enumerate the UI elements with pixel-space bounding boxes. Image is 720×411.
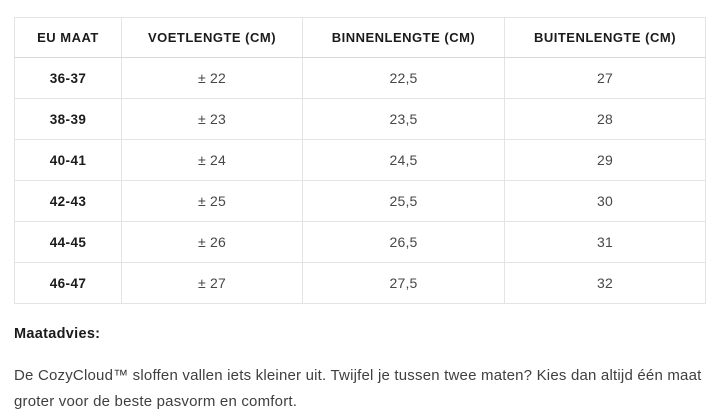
buitenlengte-cell: 30	[504, 180, 706, 222]
voetlengte-cell: ± 25	[121, 180, 303, 222]
table-header-row: EU MAAT VOETLENGTE (CM) BINNENLENGTE (CM…	[14, 17, 706, 58]
buitenlengte-cell: 29	[504, 139, 706, 181]
table-row: 44-45 ± 26 26,5 31	[14, 221, 706, 263]
binnenlengte-cell: 25,5	[302, 180, 505, 222]
voetlengte-cell: ± 24	[121, 139, 303, 181]
advice-heading: Maatadvies:	[14, 326, 101, 342]
header-buitenlengte: BUITENLENGTE (CM)	[504, 17, 706, 58]
buitenlengte-cell: 31	[504, 221, 706, 263]
buitenlengte-cell: 32	[504, 262, 706, 304]
size-cell: 46-47	[14, 262, 122, 304]
table-row: 42-43 ± 25 25,5 30	[14, 180, 706, 222]
size-advice-section: Maatadvies: De CozyCloud™ sloffen vallen…	[14, 326, 705, 411]
header-voetlengte: VOETLENGTE (CM)	[121, 17, 303, 58]
voetlengte-cell: ± 23	[121, 98, 303, 140]
buitenlengte-cell: 27	[504, 57, 706, 99]
binnenlengte-cell: 27,5	[302, 262, 505, 304]
header-binnenlengte: BINNENLENGTE (CM)	[302, 17, 505, 58]
binnenlengte-cell: 24,5	[302, 139, 505, 181]
buitenlengte-cell: 28	[504, 98, 706, 140]
voetlengte-cell: ± 26	[121, 221, 303, 263]
binnenlengte-cell: 23,5	[302, 98, 505, 140]
voetlengte-cell: ± 27	[121, 262, 303, 304]
voetlengte-cell: ± 22	[121, 57, 303, 99]
size-cell: 36-37	[14, 57, 122, 99]
size-cell: 38-39	[14, 98, 122, 140]
table-row: 36-37 ± 22 22,5 27	[14, 57, 706, 99]
binnenlengte-cell: 26,5	[302, 221, 505, 263]
size-cell: 44-45	[14, 221, 122, 263]
binnenlengte-cell: 22,5	[302, 57, 505, 99]
size-chart-table: EU MAAT VOETLENGTE (CM) BINNENLENGTE (CM…	[14, 17, 706, 304]
size-cell: 40-41	[14, 139, 122, 181]
header-eu-maat: EU MAAT	[14, 17, 122, 58]
table-row: 46-47 ± 27 27,5 32	[14, 262, 706, 304]
table-row: 40-41 ± 24 24,5 29	[14, 139, 706, 181]
table-row: 38-39 ± 23 23,5 28	[14, 98, 706, 140]
size-cell: 42-43	[14, 180, 122, 222]
advice-paragraph: De CozyCloud™ sloffen vallen iets kleine…	[14, 367, 702, 410]
